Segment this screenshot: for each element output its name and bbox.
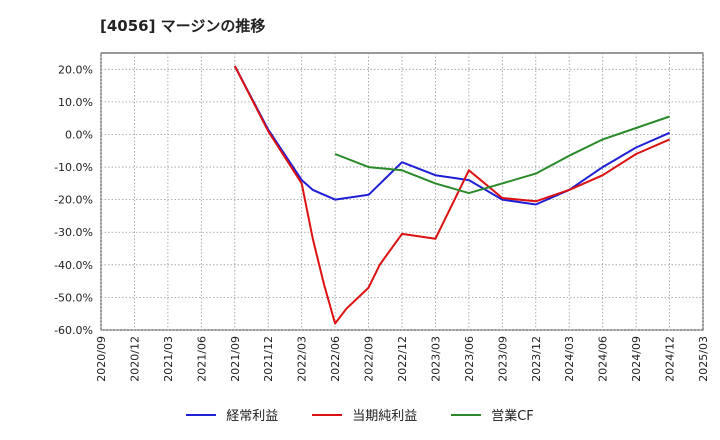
y-tick-label: -40.0% <box>54 259 93 272</box>
series-lines <box>233 65 671 325</box>
legend-label: 経常利益 <box>226 409 279 424</box>
y-tick-label: 20.0% <box>58 63 93 76</box>
y-tick-label: -60.0% <box>54 324 93 337</box>
x-tick-label: 2021/06 <box>195 336 208 382</box>
x-tick-label: 2024/09 <box>630 336 643 382</box>
x-tick-label: 2024/03 <box>563 336 576 382</box>
x-tick-label: 2021/09 <box>229 336 242 382</box>
legend-item: 営業CF <box>451 405 534 424</box>
x-tick-label: 2023/06 <box>463 336 476 382</box>
x-axis-ticks: 2020/09 2020/12 2021/03 2021/06 2021/09 2021/… <box>95 336 710 382</box>
x-tick-label: 2023/12 <box>530 336 543 382</box>
legend-swatch <box>451 413 482 416</box>
x-tick-label: 2022/06 <box>329 336 342 382</box>
chart-title: [4056] マージンの推移 <box>100 17 266 35</box>
y-tick-label: -30.0% <box>54 226 93 239</box>
series-line-3 <box>334 115 670 195</box>
x-tick-label: 2020/09 <box>95 336 108 382</box>
y-tick-label: 0.0% <box>65 128 93 141</box>
y-tick-label: -50.0% <box>54 291 93 304</box>
series-line-1 <box>233 65 671 206</box>
grid-lines <box>100 53 704 331</box>
x-tick-label: 2023/09 <box>496 336 509 382</box>
legend-swatch <box>186 413 217 416</box>
legend-swatch <box>312 413 343 416</box>
legend: 経常利益 当期純利益 営業CF <box>0 405 720 424</box>
y-tick-label: 10.0% <box>58 96 93 109</box>
series-line-2 <box>233 65 670 325</box>
legend-label: 営業CF <box>491 409 534 424</box>
x-tick-label: 2025/03 <box>697 336 710 382</box>
x-tick-label: 2021/03 <box>162 336 175 382</box>
x-tick-label: 2022/03 <box>296 336 309 382</box>
x-tick-label: 2020/12 <box>128 336 141 382</box>
x-tick-label: 2021/12 <box>262 336 275 382</box>
x-tick-label: 2022/09 <box>363 336 376 382</box>
y-axis-ticks: 20.0% 10.0% 0.0% -10.0% -20.0% -30.0% -40.0% -5… <box>54 63 93 337</box>
y-tick-label: -20.0% <box>54 194 93 207</box>
x-tick-label: 2022/12 <box>396 336 409 382</box>
legend-label: 当期純利益 <box>352 409 418 424</box>
x-tick-label: 2024/06 <box>597 336 610 382</box>
x-tick-label: 2024/12 <box>664 336 677 382</box>
legend-item: 経常利益 <box>186 405 278 424</box>
y-tick-label: -10.0% <box>54 161 93 174</box>
x-tick-label: 2023/03 <box>429 336 442 382</box>
legend-item: 当期純利益 <box>312 405 417 424</box>
